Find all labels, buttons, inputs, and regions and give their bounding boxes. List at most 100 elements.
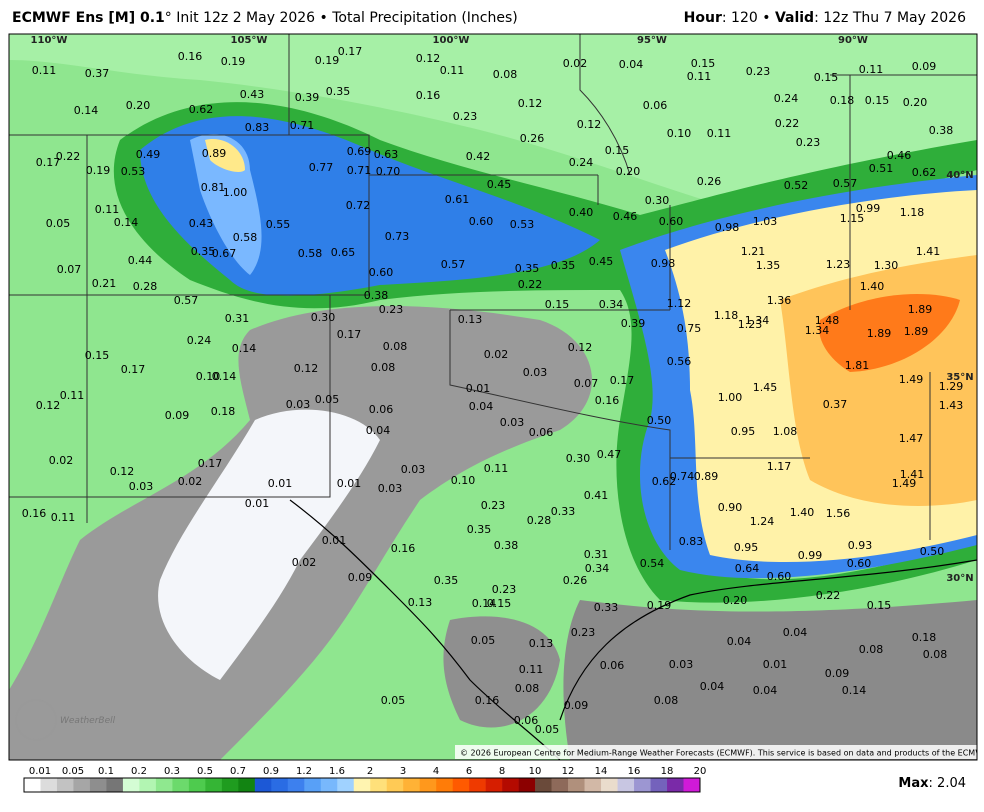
precip-value: 0.60 bbox=[469, 215, 494, 228]
precip-value: 1.23 bbox=[826, 258, 851, 271]
precip-value: 0.56 bbox=[667, 355, 692, 368]
dry-region bbox=[158, 409, 380, 680]
precip-value: 0.04 bbox=[783, 626, 808, 639]
precip-value: 0.08 bbox=[371, 361, 396, 374]
precip-value: 0.12 bbox=[110, 465, 135, 478]
precip-value: 0.57 bbox=[833, 177, 858, 190]
colorbar-swatch bbox=[634, 778, 651, 792]
precip-value: 0.02 bbox=[49, 454, 74, 467]
precip-value: 0.23 bbox=[796, 136, 821, 149]
precip-value: 0.03 bbox=[129, 480, 154, 493]
precip-value: 0.23 bbox=[492, 583, 517, 596]
map: 110°W 105°W 100°W 95°W 90°W 40°N 35°N 30°N 0.11… bbox=[9, 34, 977, 760]
precip-value: 0.43 bbox=[189, 217, 214, 230]
max-value: Max: 2.04 bbox=[898, 776, 966, 791]
precip-value: 1.30 bbox=[874, 259, 899, 272]
precip-value: 0.14 bbox=[114, 216, 139, 229]
precip-value: 0.11 bbox=[484, 462, 509, 475]
precip-value: 0.95 bbox=[734, 541, 759, 554]
colorbar-swatch bbox=[172, 778, 190, 792]
precip-value: 0.22 bbox=[775, 117, 800, 130]
precip-value: 0.24 bbox=[774, 92, 799, 105]
colorbar-swatch bbox=[304, 778, 322, 792]
logo: WeatherBell bbox=[15, 699, 116, 741]
logo-text: WeatherBell bbox=[60, 716, 116, 726]
precip-value: 0.72 bbox=[346, 199, 371, 212]
precip-value: 0.62 bbox=[652, 475, 677, 488]
precip-value: 0.90 bbox=[718, 501, 743, 514]
precip-value: 1.45 bbox=[753, 381, 778, 394]
dark-orange-core bbox=[819, 294, 960, 372]
colorbar-swatch bbox=[106, 778, 124, 792]
precip-value: 0.13 bbox=[408, 596, 433, 609]
map-frame bbox=[8, 33, 978, 761]
precip-value: 0.10 bbox=[667, 127, 692, 140]
precip-value: 0.81 bbox=[201, 181, 226, 194]
colorbar-swatch bbox=[551, 778, 569, 792]
colorbar-label: 18 bbox=[661, 766, 674, 777]
precip-value: 0.08 bbox=[923, 648, 948, 661]
graticule-label: 110°W bbox=[31, 35, 68, 46]
precip-value: 0.34 bbox=[599, 298, 624, 311]
precip-value: 0.51 bbox=[869, 162, 894, 175]
precip-value: 0.18 bbox=[830, 94, 855, 107]
precip-value: 0.75 bbox=[677, 322, 702, 335]
precip-value: 0.65 bbox=[331, 246, 356, 259]
precip-value: 1.47 bbox=[899, 432, 924, 445]
colorbar-swatch bbox=[584, 778, 602, 792]
state-borders bbox=[9, 34, 977, 550]
colorbar-label: 12 bbox=[562, 766, 575, 777]
precip-value: 0.54 bbox=[640, 557, 665, 570]
precip-value: 0.17 bbox=[338, 45, 363, 58]
precip-value: 0.03 bbox=[401, 463, 426, 476]
precip-value: 0.35 bbox=[467, 523, 492, 536]
precip-value: 0.39 bbox=[621, 317, 646, 330]
precip-value: 1.17 bbox=[767, 460, 792, 473]
precip-value: 0.08 bbox=[493, 68, 518, 81]
precip-value: 0.20 bbox=[903, 96, 928, 109]
precip-value: 0.15 bbox=[545, 298, 570, 311]
precip-value: 0.20 bbox=[616, 165, 641, 178]
precip-value: 0.31 bbox=[584, 548, 609, 561]
colorbar-swatch bbox=[238, 778, 256, 792]
precip-value: 0.26 bbox=[520, 132, 545, 145]
precip-value: 0.53 bbox=[510, 218, 535, 231]
colorbar-swatch bbox=[667, 778, 684, 792]
precip-value: 0.06 bbox=[529, 426, 554, 439]
colorbar-swatch bbox=[502, 778, 519, 792]
colorbar-swatch bbox=[155, 778, 173, 792]
precip-value: 0.52 bbox=[784, 179, 809, 192]
precip-value: 0.28 bbox=[133, 280, 158, 293]
precip-value: 0.13 bbox=[529, 637, 554, 650]
precip-value: 0.19 bbox=[315, 54, 340, 67]
colorbar-label: 0.5 bbox=[197, 766, 213, 777]
precip-value: 1.40 bbox=[860, 280, 885, 293]
precip-value: 1.18 bbox=[714, 309, 739, 322]
precip-value: 0.12 bbox=[518, 97, 543, 110]
precip-value: 0.46 bbox=[887, 149, 912, 162]
precip-value: 0.19 bbox=[86, 164, 111, 177]
precip-value: 1.41 bbox=[900, 468, 925, 481]
precip-value: 0.35 bbox=[326, 85, 351, 98]
graticule-label: 35°N bbox=[946, 372, 973, 383]
precip-value: 0.02 bbox=[563, 57, 588, 70]
precip-value: 1.89 bbox=[908, 303, 933, 316]
colorbar-swatch bbox=[89, 778, 107, 792]
precip-value: 0.15 bbox=[85, 349, 110, 362]
precip-value: 0.01 bbox=[337, 477, 362, 490]
precip-value: 0.08 bbox=[859, 643, 884, 656]
precip-value: 0.35 bbox=[551, 259, 576, 272]
precip-value: 1.23 bbox=[738, 318, 763, 331]
precip-value: 0.23 bbox=[746, 65, 771, 78]
precip-value: 0.16 bbox=[475, 694, 500, 707]
precip-value: 0.15 bbox=[605, 144, 630, 157]
colorbar-swatch bbox=[337, 778, 355, 792]
precip-value: 0.14 bbox=[212, 370, 237, 383]
colorbar-swatch bbox=[419, 778, 437, 792]
graticule-labels: 110°W 105°W 100°W 95°W 90°W 40°N 35°N 30°N bbox=[31, 35, 974, 584]
precip-value: 0.12 bbox=[577, 118, 602, 131]
precip-value: 0.13 bbox=[458, 313, 483, 326]
precip-value: 0.22 bbox=[816, 589, 841, 602]
precip-value: 0.31 bbox=[225, 312, 250, 325]
colorbar-label: 1.2 bbox=[296, 766, 312, 777]
